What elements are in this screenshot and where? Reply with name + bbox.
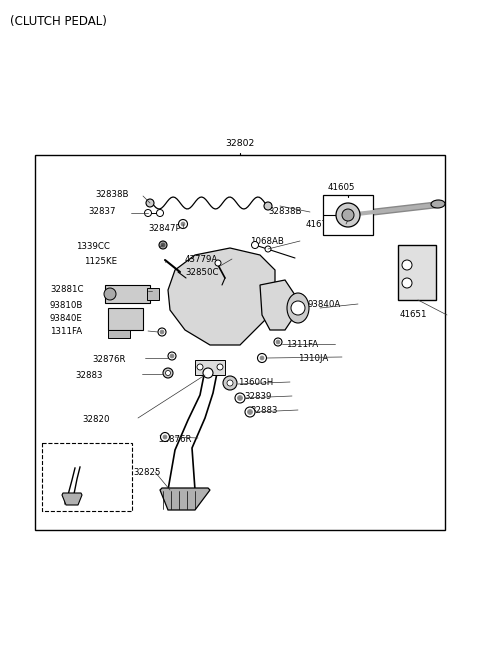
Text: 1360GH: 1360GH <box>238 378 273 387</box>
Text: 41670: 41670 <box>306 220 334 229</box>
Circle shape <box>215 260 221 266</box>
Polygon shape <box>260 280 295 330</box>
Circle shape <box>158 328 166 336</box>
Circle shape <box>160 330 164 334</box>
Bar <box>323 195 373 235</box>
Bar <box>147 288 159 300</box>
Text: 1068AB: 1068AB <box>250 237 284 246</box>
Circle shape <box>235 393 245 403</box>
Circle shape <box>179 220 188 228</box>
Text: 32847P: 32847P <box>148 224 180 233</box>
Circle shape <box>159 241 167 249</box>
Text: 1125KE: 1125KE <box>84 257 117 266</box>
Text: (CLUTCH PEDAL): (CLUTCH PEDAL) <box>10 15 107 28</box>
Circle shape <box>248 409 252 415</box>
Bar <box>105 285 150 303</box>
Ellipse shape <box>431 200 445 208</box>
Circle shape <box>264 202 272 210</box>
Text: 1310JA: 1310JA <box>298 354 328 363</box>
Text: 32837: 32837 <box>88 207 116 216</box>
Text: 93840E: 93840E <box>50 314 83 323</box>
Text: 32820: 32820 <box>82 415 109 424</box>
Text: (AL PAD): (AL PAD) <box>46 455 83 464</box>
Bar <box>195 360 225 375</box>
Text: 93840A: 93840A <box>308 300 341 309</box>
Text: 1311FA: 1311FA <box>286 340 318 349</box>
Circle shape <box>245 407 255 417</box>
Circle shape <box>170 354 174 358</box>
Circle shape <box>163 435 167 439</box>
Text: 32825: 32825 <box>133 468 160 477</box>
Text: 32883: 32883 <box>75 371 103 380</box>
Circle shape <box>197 364 203 370</box>
Circle shape <box>156 209 164 216</box>
Circle shape <box>402 260 412 270</box>
Ellipse shape <box>287 293 309 323</box>
Text: 32883: 32883 <box>250 406 277 415</box>
Polygon shape <box>160 488 210 510</box>
Bar <box>398 245 436 300</box>
Circle shape <box>217 364 223 370</box>
Text: 1339CC: 1339CC <box>76 242 110 251</box>
Circle shape <box>163 368 173 378</box>
Text: 41651: 41651 <box>400 310 428 319</box>
Text: 32838B: 32838B <box>268 207 301 216</box>
Circle shape <box>223 376 237 390</box>
Circle shape <box>203 368 213 378</box>
Text: 32838B: 32838B <box>95 190 129 199</box>
Circle shape <box>181 222 185 226</box>
Circle shape <box>265 246 271 252</box>
Circle shape <box>146 199 154 207</box>
Text: 32881C: 32881C <box>50 285 84 294</box>
Bar <box>108 330 130 338</box>
Text: 32876R: 32876R <box>92 355 125 364</box>
Circle shape <box>252 241 259 249</box>
Circle shape <box>257 354 266 363</box>
Text: 93810B: 93810B <box>50 301 84 310</box>
Circle shape <box>144 209 152 216</box>
Circle shape <box>274 338 282 346</box>
Polygon shape <box>62 493 82 505</box>
Text: 32802: 32802 <box>225 139 255 148</box>
Circle shape <box>238 396 242 401</box>
Circle shape <box>291 301 305 315</box>
Circle shape <box>160 432 169 441</box>
Text: 32839: 32839 <box>244 392 271 401</box>
Text: 32850C: 32850C <box>185 268 218 277</box>
Text: 32876R: 32876R <box>158 435 192 444</box>
Text: 32825: 32825 <box>52 468 80 477</box>
Bar <box>35 155 445 530</box>
Text: 41605: 41605 <box>328 183 356 192</box>
Circle shape <box>276 340 280 344</box>
Circle shape <box>161 243 165 247</box>
Circle shape <box>342 209 354 221</box>
Circle shape <box>336 203 360 227</box>
Bar <box>42 443 132 511</box>
Circle shape <box>104 288 116 300</box>
Circle shape <box>166 371 170 375</box>
Text: 1311FA: 1311FA <box>50 327 82 336</box>
Circle shape <box>227 380 233 386</box>
Circle shape <box>168 352 176 360</box>
Circle shape <box>260 356 264 360</box>
Circle shape <box>402 278 412 288</box>
Text: 43779A: 43779A <box>185 255 218 264</box>
Bar <box>108 308 143 330</box>
Polygon shape <box>168 248 275 345</box>
